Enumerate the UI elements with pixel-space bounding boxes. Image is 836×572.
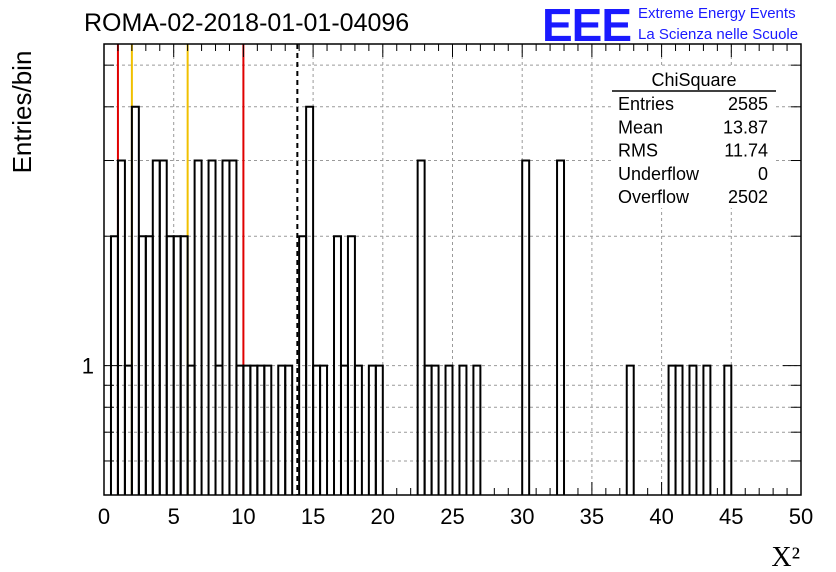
stats-title: ChiSquare [651, 70, 736, 90]
histogram-bin [674, 364, 684, 495]
stats-label: Mean [618, 117, 663, 137]
histogram-bin [305, 105, 315, 495]
histogram-bin [723, 364, 733, 495]
y-axis-label: Entries/bin [7, 51, 37, 174]
logo-line-1: Extreme Energy Events [638, 5, 796, 22]
histogram-bin [151, 159, 161, 495]
histogram-bin [444, 364, 454, 495]
histogram-bin [702, 364, 712, 495]
histogram-bin [221, 159, 231, 495]
x-tick-label: 10 [231, 504, 255, 529]
histogram-bin [458, 364, 468, 495]
histogram-bin [472, 364, 482, 495]
histogram-bin [130, 105, 140, 495]
stats-value: 2585 [728, 94, 768, 114]
histogram-bin [228, 159, 238, 495]
stats-label: RMS [618, 141, 658, 161]
histogram-bin [319, 364, 329, 495]
histogram-bin [353, 364, 363, 495]
x-tick-label: 20 [371, 504, 395, 529]
histogram-bin [284, 364, 294, 495]
histogram-bin [416, 159, 426, 495]
histogram-bin [521, 159, 531, 495]
x-tick-label: 0 [98, 504, 110, 529]
stats-label: Underflow [618, 164, 700, 184]
x-tick-label: 45 [719, 504, 743, 529]
run-title: ROMA-02-2018-01-01-04096 [84, 9, 410, 37]
stats-value: 11.74 [724, 141, 768, 161]
histogram-bin [556, 159, 566, 495]
x-tick-label: 5 [168, 504, 180, 529]
x-tick-label: 50 [789, 504, 813, 529]
histogram-bin [430, 364, 440, 495]
histogram-bin [116, 159, 126, 495]
histogram-bin [688, 364, 698, 495]
x-tick-label: 35 [580, 504, 604, 529]
histogram-bin [158, 159, 168, 495]
x-tick-label: 30 [510, 504, 534, 529]
logo-mark: EEE [542, 0, 632, 51]
x-tick-label: 25 [440, 504, 464, 529]
stats-box [612, 66, 776, 208]
stats-value: 2502 [728, 187, 768, 207]
histogram-bin [625, 364, 635, 495]
x-tick-label: 15 [301, 504, 325, 529]
histogram-bin [263, 364, 273, 495]
stats-value: 13.87 [723, 117, 768, 137]
stats-label: Overflow [618, 187, 690, 207]
x-tick-label: 40 [649, 504, 673, 529]
x-axis-label: X² [771, 542, 800, 572]
histogram-bin [374, 364, 384, 495]
y-tick-label: 1 [82, 354, 94, 379]
logo-line-2: La Scienza nelle Scuole [638, 26, 799, 43]
stats-label: Entries [618, 94, 674, 114]
histogram-bin [207, 159, 217, 495]
stats-value: 0 [758, 164, 768, 184]
histogram-bin [193, 159, 203, 495]
